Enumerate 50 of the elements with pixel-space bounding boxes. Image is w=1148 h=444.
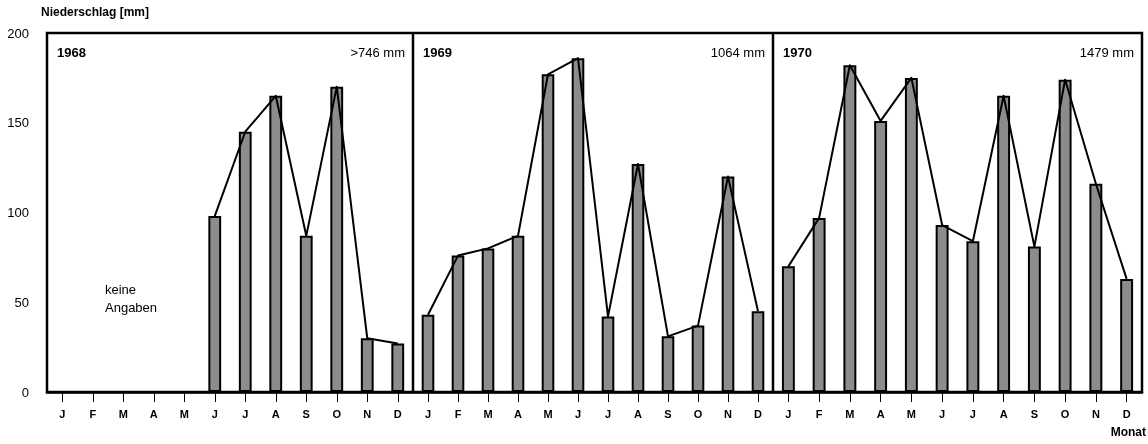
x-tick-label: F <box>815 407 823 420</box>
x-tick-label: O <box>1060 407 1070 420</box>
y-tick-label: 0 <box>21 384 29 400</box>
text: 1969 <box>423 45 452 60</box>
x-tick-label: M <box>906 407 916 420</box>
x-tick-label: J <box>785 407 792 420</box>
x-tick-label: A <box>271 407 280 420</box>
x-tick-label: M <box>483 407 493 420</box>
text: 1970 <box>783 45 812 60</box>
x-tick-label: N <box>363 407 372 420</box>
x-tick-label: J <box>604 407 612 420</box>
x-tick-label: A <box>514 407 523 420</box>
x-tick-label: J <box>939 407 946 420</box>
x-tick-label: M <box>179 407 189 420</box>
annotation: 1479 mm <box>1079 45 1135 60</box>
x-tick-label: F <box>89 407 97 420</box>
x-tick-label: M <box>118 407 128 420</box>
x-tick-label: J <box>969 407 976 420</box>
y-tick-label: 100 <box>7 205 29 220</box>
x-tick-label: D <box>393 407 402 420</box>
x-tick-label: A <box>999 407 1008 420</box>
x-tick-label: F <box>454 407 462 420</box>
x-tick-label: S <box>302 407 310 420</box>
x-tick-label: J <box>242 407 249 420</box>
x-tick-label: M <box>845 407 855 420</box>
x-tick-label: A <box>876 407 885 420</box>
x-tick-label: J <box>424 407 432 420</box>
annotation: >746 mm <box>350 45 406 60</box>
x-tick-label: O <box>332 407 342 420</box>
x-tick-label: J <box>59 407 66 420</box>
x-tick-label: A <box>149 407 158 420</box>
x-tick-label: S <box>664 407 672 420</box>
y-tick-label: 200 <box>7 25 29 41</box>
x-tick-label: M <box>543 407 553 420</box>
y-axis-title: Niederschlag [mm] <box>41 5 150 19</box>
y-tick-label: 50 <box>14 294 29 310</box>
annotation: keine Angaben <box>105 281 158 315</box>
text: 1968 <box>57 45 86 60</box>
x-tick-label: D <box>1122 407 1131 420</box>
x-tick-label: A <box>634 407 643 420</box>
x-tick-label: S <box>1030 407 1039 420</box>
x-tick-label: N <box>724 407 733 420</box>
annotation: 1064 mm <box>710 45 766 60</box>
x-tick-label: J <box>211 407 218 420</box>
x-tick-label: O <box>693 407 703 420</box>
x-tick-label: N <box>1091 407 1100 420</box>
x-axis-title: Monat <box>1110 425 1146 439</box>
x-tick-label: J <box>574 407 582 420</box>
y-tick-label: 150 <box>7 115 29 131</box>
x-tick-label: D <box>754 407 763 420</box>
